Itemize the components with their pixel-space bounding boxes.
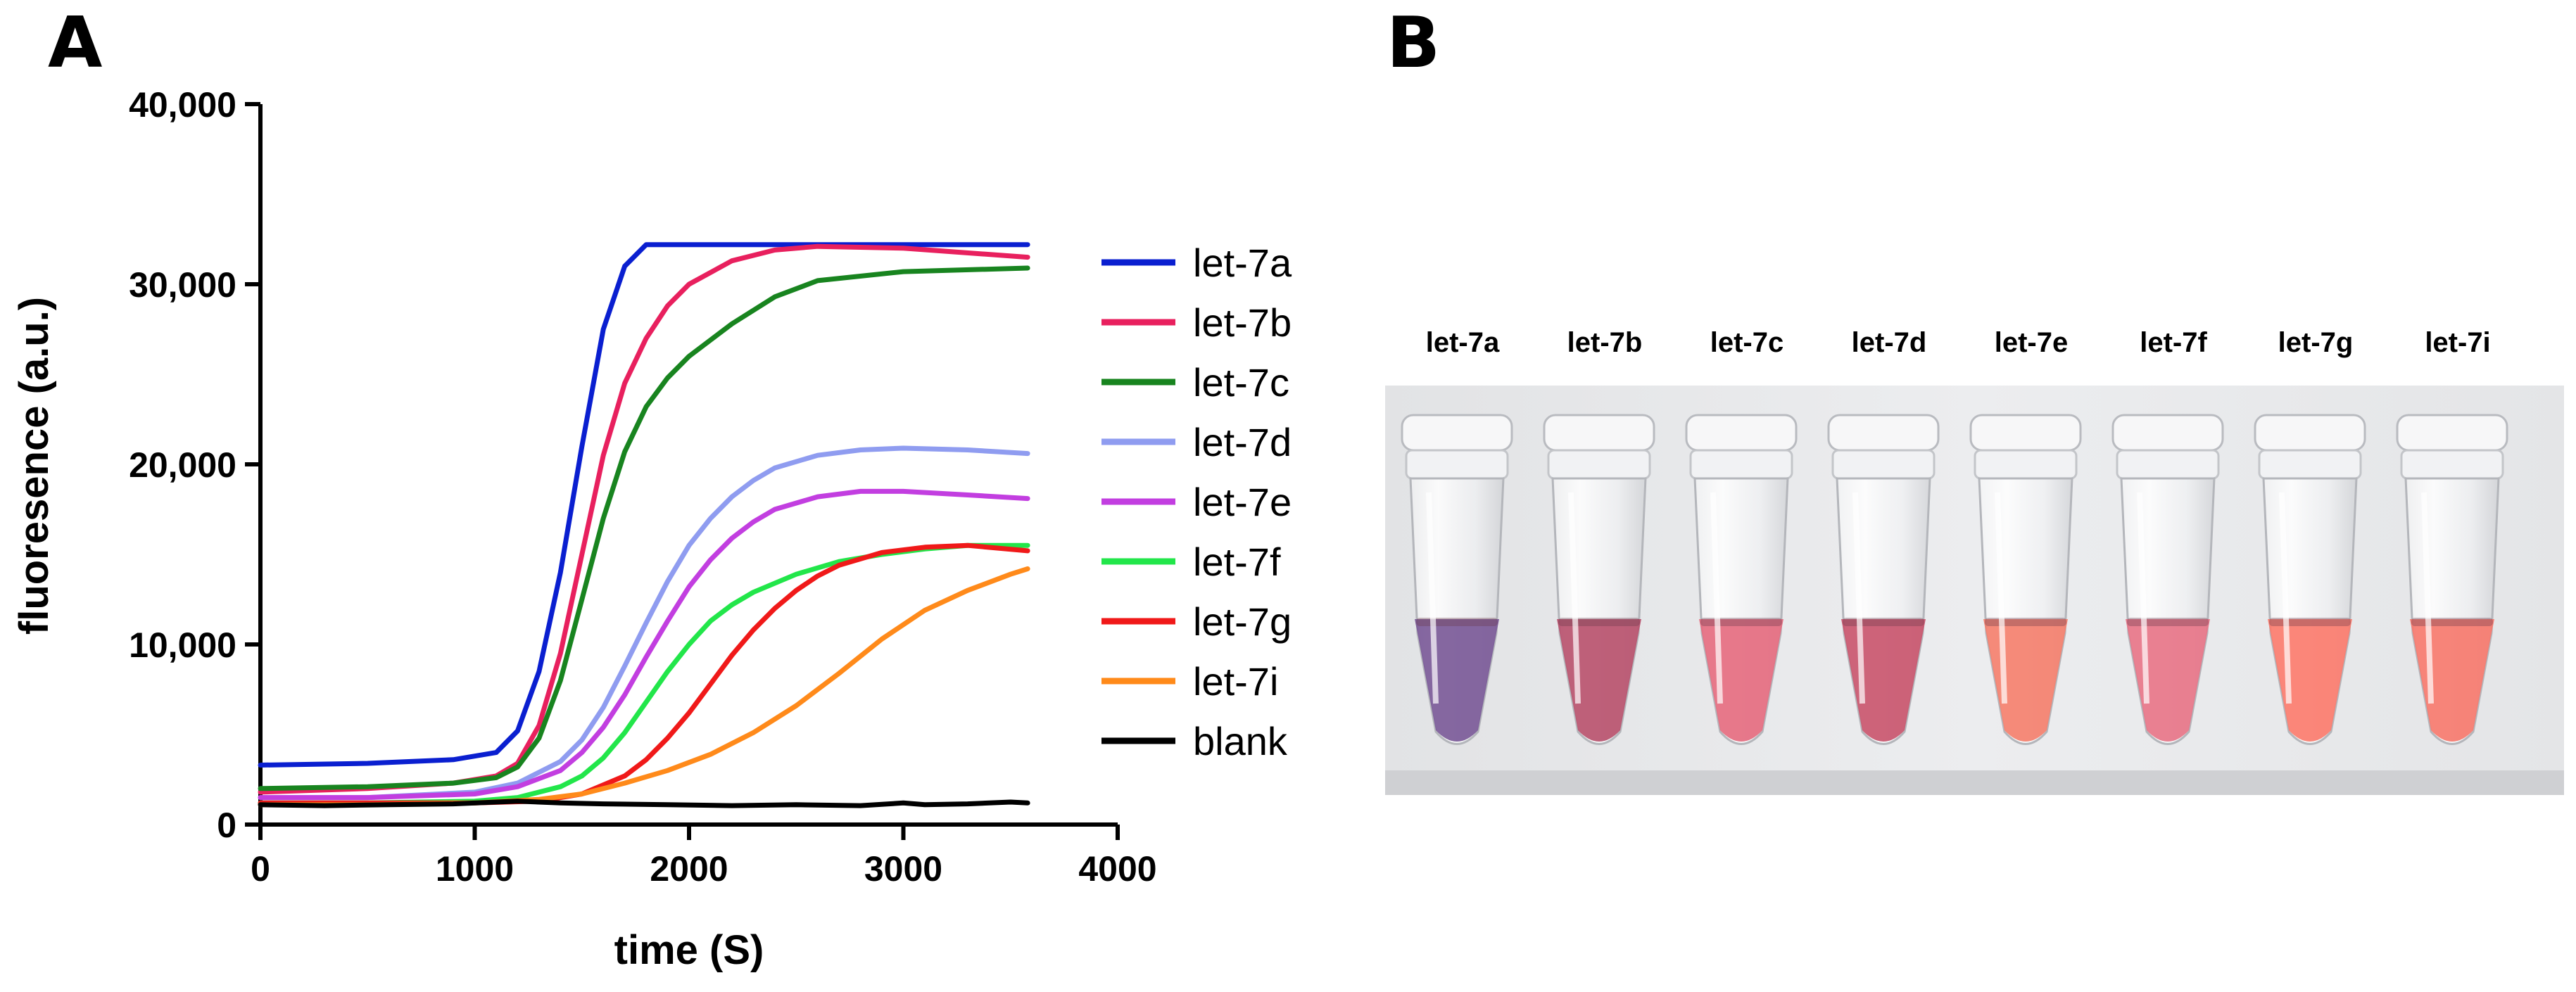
tube-highlight [1568,492,1581,704]
line-chart-panel-a: 0 10,000 20,000 30,000 40,000 0 1000 2000 3000 4… [11,85,1292,973]
y-tick-label: 20,000 [129,445,236,485]
tube-let-7g [2254,414,2366,745]
tube-highlight [1710,492,1723,704]
tube-meniscus [1558,618,1640,626]
tube-highlight [1852,492,1865,704]
tube-let-7i [2396,414,2508,745]
series-lines [258,242,1030,808]
tube-rim [1547,449,1651,480]
x-tick-label: 0 [251,849,270,889]
tube-let-7c [1685,414,1798,745]
panel-b-label: B [1387,1,1440,84]
x-axis-ticks: 0 1000 2000 3000 4000 [251,825,1157,889]
tube-cap [1827,414,1940,452]
tube-cap [1401,414,1513,452]
legend-label-blank: blank [1193,719,1288,763]
legend-label-let-7c: let-7c [1193,360,1289,405]
tube-rim [1689,449,1793,480]
series-line-blank [258,799,1030,808]
tube-meniscus [2127,618,2209,626]
x-tick-label: 2000 [650,849,728,889]
tube-meniscus [1416,618,1498,626]
y-tick-label: 10,000 [129,625,236,665]
tube-let-7a [1401,414,1513,745]
tube-cap [1685,414,1798,452]
tube-let-7f [2111,414,2224,745]
tube-photo-panel-b: let-7a let-7b let-7c let-7d let-7e let-7f let-… [1385,327,2564,795]
series-line-let-7i [258,566,1030,808]
series-line-let-7b [258,243,1030,795]
tube-highlight [1995,492,2007,704]
tube-cap [2254,414,2366,452]
tube-labels-group: let-7a let-7b let-7c let-7d let-7e let-7f let-… [1426,327,2491,358]
tube-highlight [2421,492,2434,704]
tube-meniscus [2411,618,2493,626]
tube-rim [1974,449,2078,480]
tube-meniscus [1843,618,1924,626]
tube-label-let-7e: let-7e [1995,327,2069,358]
legend: let-7a let-7b let-7c let-7d let-7e let-7f let-… [1101,241,1292,763]
legend-label-let-7f: let-7f [1193,540,1281,584]
y-axis-ticks: 0 10,000 20,000 30,000 40,000 [129,85,260,845]
tube-cap [2111,414,2224,452]
tube-label-let-7g: let-7g [2278,327,2354,358]
x-tick-label: 4000 [1078,849,1156,889]
tubes-group [1401,414,2508,745]
legend-label-let-7g: let-7g [1193,599,1292,644]
legend-label-let-7i: let-7i [1193,659,1278,704]
tube-label-let-7a: let-7a [1426,327,1500,358]
tube-highlight [1426,492,1439,704]
tube-let-7d [1827,414,1940,745]
tube-cap [1543,414,1655,452]
tube-label-let-7c: let-7c [1710,327,1784,358]
y-tick-label: 0 [217,806,236,845]
x-tick-label: 3000 [864,849,942,889]
tube-meniscus [2269,618,2351,626]
panel-a-label: A [48,1,102,84]
tube-label-let-7b: let-7b [1567,327,1643,358]
tube-highlight [2279,492,2292,704]
tube-meniscus [1700,618,1782,626]
legend-label-let-7d: let-7d [1193,420,1292,464]
tube-label-let-7d: let-7d [1852,327,1927,358]
tube-label-let-7i: let-7i [2425,327,2490,358]
series-line-let-7a [258,242,1030,768]
tube-let-7e [1969,414,2082,745]
legend-label-let-7e: let-7e [1193,480,1292,524]
tube-cap [1969,414,2082,452]
tube-rim [1831,449,1936,480]
tube-rim [1405,449,1509,480]
photo-bench-shadow [1385,770,2564,795]
series-line-let-7e [258,488,1030,801]
series-line-let-7d [258,445,1030,801]
tube-meniscus [1985,618,2066,626]
tube-rim [2116,449,2220,480]
x-tick-label: 1000 [436,849,514,889]
legend-label-let-7b: let-7b [1193,300,1292,345]
series-line-let-7c [258,265,1030,791]
tube-label-let-7f: let-7f [2140,327,2207,358]
tube-rim [2400,449,2504,480]
tube-cap [2396,414,2508,452]
y-tick-label: 40,000 [129,85,236,125]
y-tick-label: 30,000 [129,265,236,305]
legend-label-let-7a: let-7a [1193,241,1292,285]
x-axis-title: time (S) [614,927,764,973]
tube-highlight [2137,492,2149,704]
y-axis-title: fluoresence (a.u.) [11,297,57,635]
tube-rim [2258,449,2362,480]
tube-let-7b [1543,414,1655,745]
